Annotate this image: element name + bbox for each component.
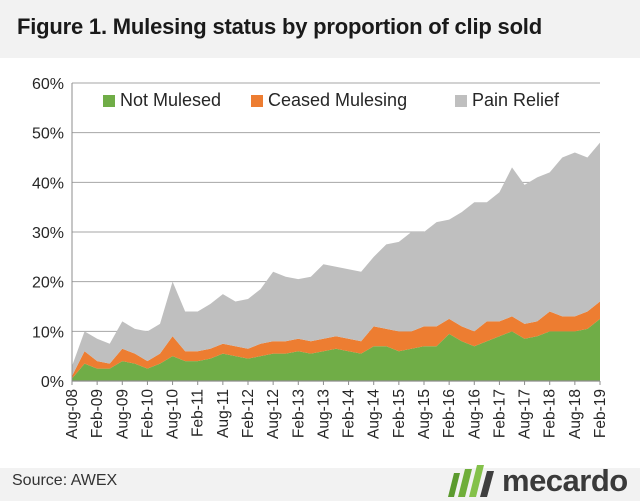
- x-tick-label: Feb-10: [139, 389, 156, 438]
- y-tick-label: 40%: [32, 175, 64, 192]
- x-tick-label: Aug-14: [366, 389, 383, 439]
- x-tick-label: Feb-13: [290, 389, 307, 438]
- legend-label: Pain Relief: [472, 90, 560, 110]
- x-tick-label: Feb-19: [592, 389, 609, 438]
- legend-swatch: [251, 95, 263, 107]
- y-tick-label: 10%: [32, 324, 64, 341]
- chart-panel: 0% 10% 20% 30% 40% 50% 60% Aug-08 Feb-09 Aug-09 F…: [0, 58, 640, 468]
- legend-label: Not Mulesed: [120, 90, 221, 110]
- x-tick-label: Aug-11: [215, 389, 232, 438]
- brand-name: mecardo: [502, 463, 628, 498]
- y-tick-label: 50%: [32, 126, 64, 143]
- x-tick-label: Feb-16: [441, 389, 458, 438]
- x-tick-label: Feb-12: [240, 389, 257, 438]
- legend-swatch: [103, 95, 115, 107]
- x-tick-label: Aug-09: [114, 389, 131, 439]
- axes: [71, 83, 600, 382]
- x-tick-label: Aug-16: [466, 389, 483, 439]
- x-tick-label: Feb-18: [542, 389, 559, 438]
- x-tick-label: Aug-08: [64, 389, 81, 439]
- x-tick-label: Aug-17: [517, 389, 534, 439]
- legend: Not Mulesed Ceased Mulesing Pain Relief: [103, 90, 560, 110]
- legend-label: Ceased Mulesing: [268, 90, 407, 110]
- y-tick-labels: 0% 10% 20% 30% 40% 50% 60%: [32, 76, 64, 391]
- source-note: Source: AWEX: [12, 472, 118, 489]
- area-pain-relief: [72, 142, 600, 377]
- x-tick-label: Feb-14: [341, 389, 358, 438]
- x-tick-label: Feb-09: [89, 389, 106, 438]
- x-tick-label: Aug-18: [567, 389, 584, 439]
- brand-logo: mecardo: [448, 464, 628, 498]
- x-tick-label: Feb-15: [391, 389, 408, 438]
- x-tick-label: Aug-13: [315, 389, 332, 439]
- y-tick-label: 20%: [32, 275, 64, 292]
- y-tick-label: 30%: [32, 225, 64, 242]
- stacked-areas: [72, 142, 600, 381]
- chart-title: Figure 1. Mulesing status by proportion …: [17, 14, 542, 39]
- mulesing-area-chart: 0% 10% 20% 30% 40% 50% 60% Aug-08 Feb-09 Aug-09 F…: [32, 76, 609, 439]
- area-ceased-mulesing: [72, 301, 600, 379]
- x-tick-label: Aug-10: [165, 389, 182, 439]
- area-not-mulesed: [72, 318, 600, 381]
- legend-swatch: [455, 95, 467, 107]
- x-tick-label: Aug-15: [416, 389, 433, 439]
- y-tick-label: 60%: [32, 76, 64, 93]
- x-tick-label: Aug-12: [265, 389, 282, 439]
- mecardo-logo-icon: [448, 465, 494, 497]
- x-tick-label: Feb-11: [190, 389, 207, 437]
- y-tick-label: 0%: [41, 374, 64, 391]
- x-tick-labels: Aug-08 Feb-09 Aug-09 Feb-10 Aug-10 Feb-11 Aug-…: [64, 381, 609, 439]
- x-tick-label: Feb-17: [491, 389, 508, 438]
